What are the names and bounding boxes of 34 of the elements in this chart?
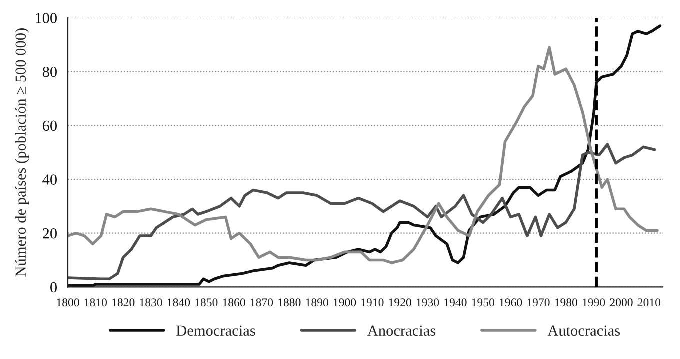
x-tick-label: 2010 bbox=[638, 298, 661, 307]
x-tick-label: 1970 bbox=[528, 298, 550, 307]
y-tick-label: 60 bbox=[42, 120, 57, 132]
x-tick-label: 1840 bbox=[168, 298, 190, 307]
x-tick-label: 1980 bbox=[555, 298, 578, 307]
x-tick-label: 1850 bbox=[196, 298, 218, 307]
y-tick-label: 0 bbox=[50, 282, 57, 293]
x-tick-label: 1830 bbox=[140, 298, 162, 307]
legend-label: Autocracias bbox=[548, 326, 620, 336]
line-series bbox=[68, 46, 659, 264]
legend-label: Democracias bbox=[176, 326, 256, 336]
line-series bbox=[68, 143, 656, 281]
x-tick-label: 1910 bbox=[362, 298, 384, 307]
x-tick-label: 1930 bbox=[417, 298, 440, 307]
x-tick-label: 1860 bbox=[223, 298, 246, 307]
x-tick-label: 1820 bbox=[112, 298, 135, 307]
x-tick-label: 1870 bbox=[250, 298, 274, 307]
x-tick-label: 1920 bbox=[389, 298, 412, 307]
x-tick-label: 1950 bbox=[472, 298, 494, 307]
x-tick-label: 2000 bbox=[610, 298, 633, 307]
x-tick-label: 1900 bbox=[334, 298, 356, 307]
x-tick-label: 1940 bbox=[444, 298, 467, 307]
y-axis-title: Número de países (población ≥ 500 000) bbox=[15, 28, 30, 277]
y-tick-label: 20 bbox=[42, 228, 57, 239]
legend-label: Anocracias bbox=[368, 326, 436, 336]
y-tick-label: 80 bbox=[42, 66, 57, 78]
x-tick-label: 1960 bbox=[500, 298, 522, 307]
x-tick-label: 1800 bbox=[57, 298, 80, 307]
y-tick-label: 100 bbox=[36, 13, 57, 24]
x-tick-label: 1990 bbox=[583, 298, 606, 307]
x-tick-label: 1810 bbox=[84, 298, 108, 307]
y-tick-label: 40 bbox=[42, 174, 57, 185]
x-tick-label: 1890 bbox=[306, 298, 328, 307]
x-tick-label: 1880 bbox=[278, 298, 301, 307]
